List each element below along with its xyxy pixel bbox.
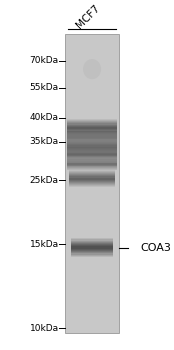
Bar [69,175,115,182]
Bar [67,124,117,133]
Bar [67,148,117,162]
Text: MCF7: MCF7 [75,3,102,30]
Text: 15kDa: 15kDa [30,240,59,249]
Bar [67,135,117,139]
Bar [69,172,115,185]
Text: 40kDa: 40kDa [30,113,59,122]
Bar [67,140,117,154]
Bar [67,121,117,135]
Bar [71,246,113,249]
Bar [71,245,113,250]
Bar [67,130,117,145]
Bar [67,154,117,156]
Bar [71,243,113,252]
Bar [71,239,113,256]
Bar [67,137,117,156]
Bar [67,151,117,159]
Bar [67,127,117,129]
Bar [67,132,117,142]
Bar [67,152,117,158]
Bar [67,162,117,167]
Bar [67,122,117,134]
Bar [67,133,117,141]
Bar [71,244,113,251]
Bar [67,120,117,136]
Ellipse shape [83,59,101,79]
Bar [67,150,117,160]
Text: 35kDa: 35kDa [30,137,59,146]
Bar [69,170,115,187]
Bar [67,143,117,150]
Bar [67,158,117,170]
Bar [67,160,117,168]
Bar [67,126,117,130]
Bar [71,242,113,253]
Bar [69,176,115,181]
Bar [67,161,117,167]
Bar [67,142,117,151]
Text: 25kDa: 25kDa [30,176,59,185]
Bar [67,163,117,165]
Text: 70kDa: 70kDa [30,56,59,65]
Bar [67,159,117,170]
Bar [69,173,115,184]
Bar [67,125,117,132]
Bar [67,131,117,144]
Text: COA3: COA3 [140,243,171,253]
Bar [69,174,115,183]
Bar [67,162,117,166]
Bar [67,139,117,155]
Bar [67,147,117,162]
Bar [67,159,117,169]
Bar [69,171,115,186]
Text: 10kDa: 10kDa [30,324,59,333]
Bar [67,132,117,143]
Bar [67,136,117,138]
Bar [67,141,117,152]
Bar [71,241,113,254]
Bar [69,177,115,180]
Bar [67,144,117,149]
Bar [67,119,117,137]
Bar [67,134,117,140]
Bar [67,149,117,161]
FancyBboxPatch shape [65,34,119,334]
Text: 55kDa: 55kDa [30,83,59,92]
Bar [67,153,117,157]
Bar [71,238,113,257]
Bar [67,145,117,148]
